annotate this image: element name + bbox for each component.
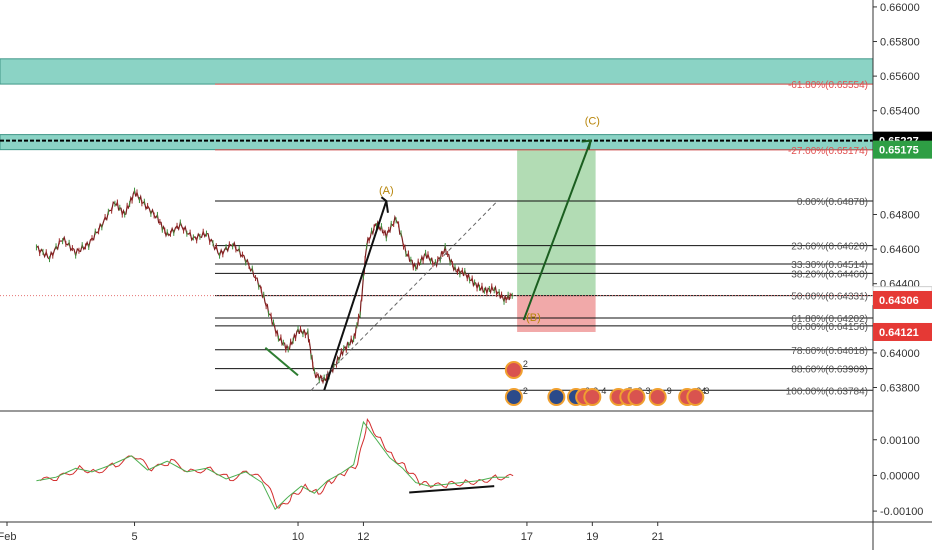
fib-extension-label: -27.00%(0.65174) [788, 146, 868, 157]
event-badge-count: 9 [667, 386, 672, 396]
oscillator-tick-label: 0.00100 [880, 435, 920, 447]
price-tick-label: 0.64600 [880, 244, 920, 256]
fib-level-label: 88.60%(0.63909) [791, 365, 868, 376]
supply-zone [0, 134, 874, 151]
price-tick-label: 0.65600 [880, 71, 920, 83]
price-axis-bg [873, 0, 932, 550]
fib-level-label: 61.80%(0.64202) [791, 314, 868, 325]
event-badge-count: 3 [704, 386, 709, 396]
time-tick-label: 21 [652, 531, 664, 543]
oscillator-tick-label: -0.00100 [880, 506, 923, 518]
price-tick-label: 0.66000 [880, 2, 920, 14]
price-tag-label: 0.65175 [879, 145, 919, 157]
wave-label: (A) [379, 185, 394, 197]
time-tick-label: 10 [292, 531, 304, 543]
price-tag-label: 0.64306 [879, 295, 919, 307]
fib-level-label: 38.20%(0.64460) [791, 269, 868, 280]
price-tag-label: 0.64121 [879, 327, 919, 339]
event-badge-count: 2 [523, 359, 528, 369]
impulse-arrowhead [380, 196, 389, 213]
price-tag [873, 140, 932, 159]
oscillator-panel [0, 410, 932, 511]
event-badge-icon [648, 388, 667, 406]
time-tick-label: Feb [0, 531, 16, 543]
price-tick-label: 0.65400 [880, 106, 920, 118]
impulse-arrow [323, 200, 388, 391]
drawings[interactable] [264, 139, 592, 391]
event-badge-icon [547, 388, 566, 406]
fib-level-label: 50.00%(0.64331) [791, 292, 868, 303]
oscillator-tick-label: 0.00000 [880, 470, 920, 482]
fib-level-label: 100.00%(0.63784) [786, 386, 868, 397]
divergence-line [264, 346, 299, 377]
price-series [35, 187, 513, 385]
profit-zone [517, 149, 596, 296]
event-badges[interactable]: 222345239243 [504, 359, 710, 406]
channel-dashed-line [310, 200, 498, 391]
supply-zone [0, 58, 874, 85]
wave-labels: (A) (B) (C) [379, 116, 600, 324]
time-tick-label: 12 [357, 531, 369, 543]
supply-zones [0, 58, 874, 151]
price-tag [873, 290, 932, 309]
oscillator-signal-line [40, 417, 514, 509]
wave-label: (B) [526, 312, 541, 324]
price-tick-label: 0.65800 [880, 37, 920, 49]
fib-extension-label: -61.80%(0.65554) [788, 80, 868, 91]
time-tick-label: 17 [521, 531, 533, 543]
event-badge-icon [583, 388, 602, 406]
fibonacci-retracement[interactable]: -61.80%(0.65554) -27.00%(0.65174) 0.00%(0.… [0, 80, 873, 397]
wave-label: (C) [585, 116, 600, 128]
projection-arrowhead [581, 139, 592, 150]
event-badge-icon [504, 388, 523, 406]
price-line [36, 188, 513, 385]
event-badge-count: 2 [523, 386, 528, 396]
fib-level-label: 23.60%(0.64620) [791, 242, 868, 253]
fib-level-label: 78.60%(0.64018) [791, 346, 868, 357]
fib-level-label: 0.00%(0.64878) [797, 197, 868, 208]
oscillator-line [36, 420, 510, 511]
event-badge-count: 3 [645, 386, 650, 396]
time-tick-label: 19 [586, 531, 598, 543]
event-badge-count: 4 [601, 386, 606, 396]
fib-level-label: 66.00%(0.64156) [791, 322, 868, 333]
price-tick-label: 0.63800 [880, 383, 920, 395]
price-tick-label: 0.64000 [880, 348, 920, 360]
projection-arrow [522, 140, 592, 321]
event-badge-icon [504, 361, 523, 379]
time-tick-label: 5 [131, 531, 137, 543]
event-badge-icon [627, 388, 646, 406]
event-badge-icon [686, 388, 705, 406]
fib-level-label: 33.30%(0.64514) [791, 260, 868, 271]
price-tag [873, 322, 932, 341]
oscillator-divergence-line [409, 485, 495, 494]
price-tick-label: 0.64800 [880, 210, 920, 222]
